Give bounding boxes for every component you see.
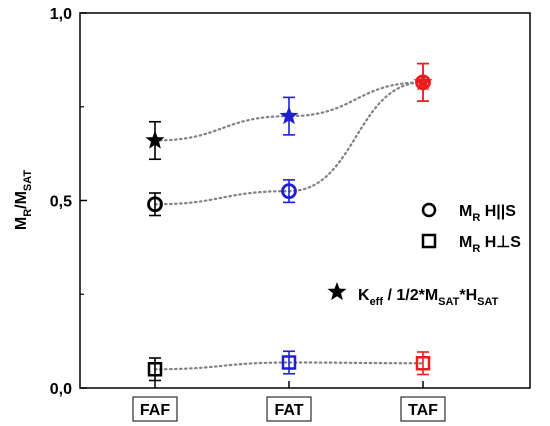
y-tick-label: 0,0 xyxy=(50,381,72,398)
legend-star-main: K xyxy=(358,287,370,304)
x-category-box xyxy=(266,396,312,422)
data-point-circle xyxy=(147,196,163,213)
legend-square-main: M xyxy=(459,234,472,251)
y-axis: 0,0 0,5 1,0 xyxy=(50,6,87,398)
data-point-square xyxy=(415,356,431,371)
data-point-square xyxy=(147,362,163,377)
legend-star-sub2: SAT xyxy=(438,296,459,308)
legend-star-sub: eff xyxy=(370,296,384,308)
y-axis-label-main: M xyxy=(13,217,30,230)
legend-star-icon xyxy=(327,282,347,301)
x-category-box xyxy=(132,396,178,422)
legend-circle-icon xyxy=(421,202,437,218)
y-axis-label-sub2: SAT xyxy=(22,170,34,191)
x-category-label: FAF xyxy=(140,402,170,419)
x-axis: FAF FAT TAF xyxy=(132,381,446,422)
legend-label-square: MR H⊥S xyxy=(459,234,521,255)
x-category-box xyxy=(400,396,446,422)
data-point-star xyxy=(145,130,165,149)
legend-star-mid: / 1/2*M xyxy=(383,287,438,304)
legend-square-icon xyxy=(421,233,437,249)
y-tick-label: 0,5 xyxy=(50,194,72,211)
legend-circle-rest: H||S xyxy=(480,203,516,220)
data-point-star xyxy=(279,106,299,125)
data-point-star xyxy=(413,72,433,91)
y-axis-label-sub1: R xyxy=(22,209,34,217)
legend-star-mid2: *H xyxy=(459,287,477,304)
y-tick-label: 1,0 xyxy=(50,6,72,23)
plot-frame xyxy=(79,12,531,389)
y-axis-label-slash: /M xyxy=(13,191,30,209)
legend: MR H||S MR H⊥S Keff / 1/2*MSAT*HSAT xyxy=(327,202,521,308)
legend-label-circle: MR H||S xyxy=(459,203,516,224)
legend-circle-main: M xyxy=(459,203,472,220)
legend-star-sub3: SAT xyxy=(477,296,498,308)
legend-square-sub: R xyxy=(472,243,480,255)
legend-label-star: Keff / 1/2*MSAT*HSAT xyxy=(358,287,499,308)
x-category-label: FAT xyxy=(274,402,303,419)
data-point-circle xyxy=(281,183,297,200)
y-axis-label: MR/MSAT xyxy=(13,170,34,231)
data-point-square xyxy=(281,355,297,370)
legend-circle-sub: R xyxy=(472,212,480,224)
x-category-label: TAF xyxy=(408,402,438,419)
legend-square-rest: H⊥S xyxy=(480,234,521,251)
data-markers xyxy=(145,72,433,377)
